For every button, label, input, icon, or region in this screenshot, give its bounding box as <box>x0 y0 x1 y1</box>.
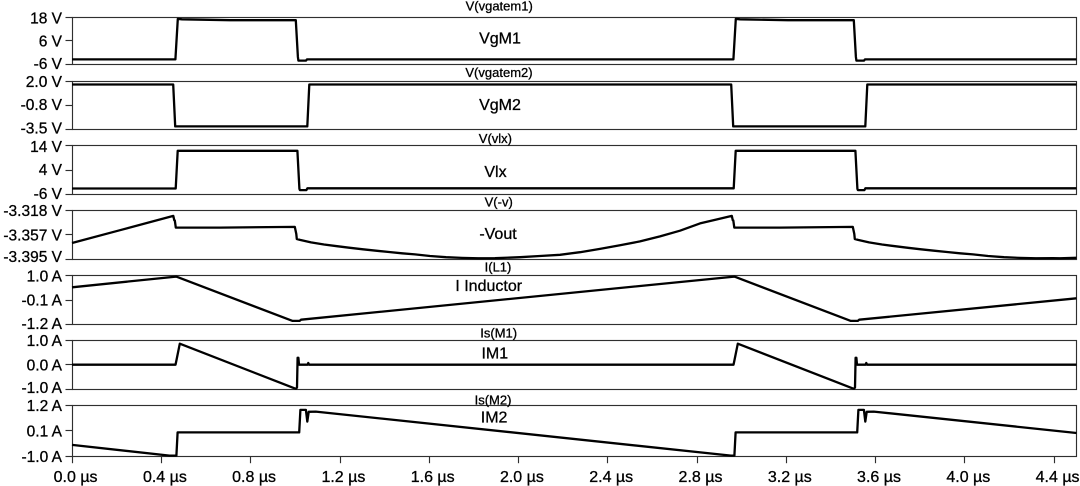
svg-text:-0.8 V: -0.8 V <box>21 97 63 114</box>
svg-text:-6 V: -6 V <box>34 56 63 73</box>
svg-text:-3.5 V: -3.5 V <box>21 121 63 138</box>
svg-text:I(L1): I(L1) <box>485 260 512 275</box>
svg-text:-1.2 A: -1.2 A <box>22 316 63 333</box>
svg-text:Vlx: Vlx <box>484 164 506 181</box>
svg-text:0.8 µs: 0.8 µs <box>232 469 276 486</box>
svg-text:-1.0 A: -1.0 A <box>22 380 63 397</box>
svg-text:-0.1 A: -0.1 A <box>22 293 63 310</box>
svg-text:V(-v): V(-v) <box>485 195 513 210</box>
svg-text:V(vgatem1): V(vgatem1) <box>466 0 533 13</box>
svg-text:18 V: 18 V <box>30 11 63 28</box>
svg-text:2.8 µs: 2.8 µs <box>679 469 723 486</box>
svg-text:1.2 A: 1.2 A <box>27 398 63 415</box>
svg-text:0.4 µs: 0.4 µs <box>143 469 187 486</box>
svg-text:1.0 A: 1.0 A <box>27 333 63 350</box>
svg-text:-3.357 V: -3.357 V <box>3 228 62 245</box>
svg-text:4.0 µs: 4.0 µs <box>946 469 990 486</box>
svg-text:2.0 V: 2.0 V <box>26 74 63 91</box>
svg-text:I Inductor: I Inductor <box>455 278 522 295</box>
svg-text:-3.318 V: -3.318 V <box>3 203 62 220</box>
svg-text:Is(M2): Is(M2) <box>475 393 512 408</box>
svg-text:1.6 µs: 1.6 µs <box>411 469 455 486</box>
svg-text:IM1: IM1 <box>481 346 508 363</box>
svg-text:1.2 µs: 1.2 µs <box>321 469 365 486</box>
svg-text:4.4 µs: 4.4 µs <box>1036 469 1080 486</box>
svg-text:0.0 A: 0.0 A <box>27 358 63 375</box>
svg-text:3.6 µs: 3.6 µs <box>857 469 901 486</box>
svg-text:3.2 µs: 3.2 µs <box>768 469 812 486</box>
svg-text:-Vout: -Vout <box>479 226 517 243</box>
svg-text:V(vgatem2): V(vgatem2) <box>465 65 532 80</box>
svg-text:6 V: 6 V <box>39 34 63 51</box>
svg-text:14 V: 14 V <box>30 139 63 156</box>
svg-text:4 V: 4 V <box>39 162 63 179</box>
svg-text:1.0 A: 1.0 A <box>27 269 63 286</box>
svg-text:V(vlx): V(vlx) <box>479 131 512 146</box>
svg-text:0.0 µs: 0.0 µs <box>54 469 98 486</box>
svg-text:VgM1: VgM1 <box>479 31 521 48</box>
svg-text:0.1 A: 0.1 A <box>27 424 63 441</box>
svg-text:-6 V: -6 V <box>34 186 63 203</box>
svg-text:VgM2: VgM2 <box>479 97 521 114</box>
svg-text:-3.395 V: -3.395 V <box>3 249 62 266</box>
svg-text:-1.0 A: -1.0 A <box>22 449 63 466</box>
svg-text:2.4 µs: 2.4 µs <box>589 469 633 486</box>
svg-text:2.0 µs: 2.0 µs <box>500 469 544 486</box>
svg-text:Is(M1): Is(M1) <box>480 326 517 341</box>
svg-text:IM2: IM2 <box>481 409 508 426</box>
